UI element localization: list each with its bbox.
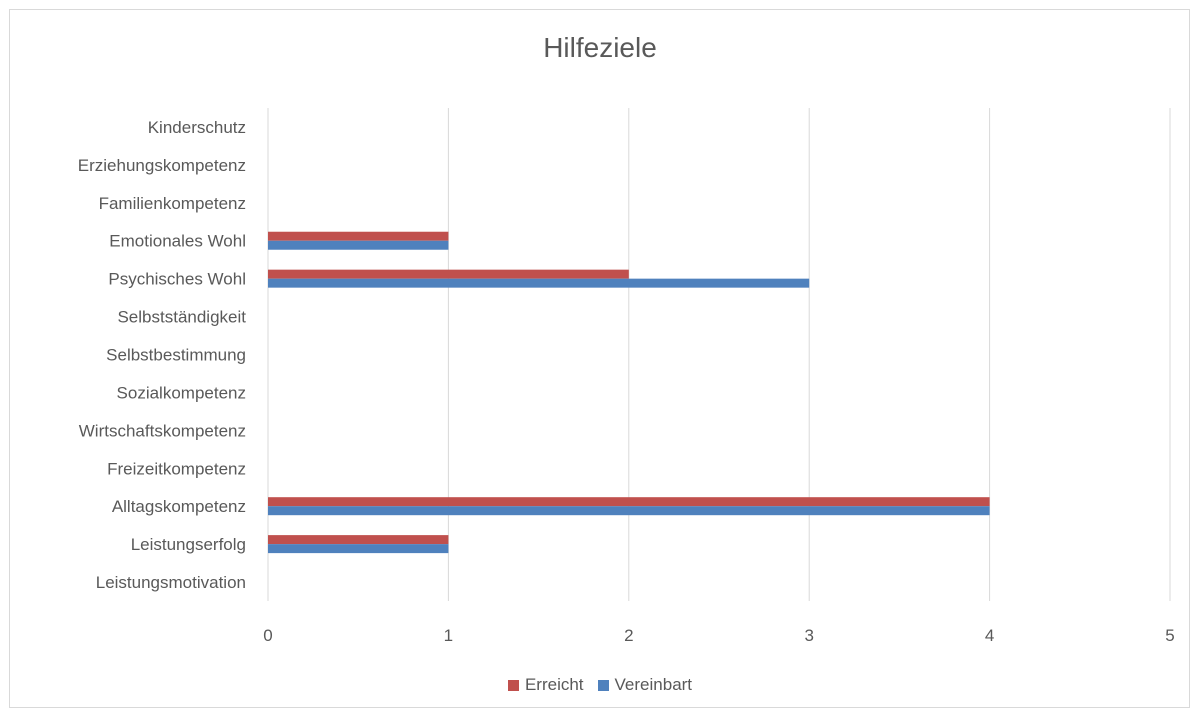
category-label: Erziehungskompetenz — [78, 156, 246, 175]
bar-vereinbart — [268, 240, 449, 250]
category-label: Selbstständigkeit — [117, 308, 246, 327]
x-tick-label: 5 — [1165, 626, 1174, 645]
bar-vereinbart — [268, 544, 449, 554]
x-tick-label: 3 — [804, 626, 813, 645]
x-tick-label: 1 — [444, 626, 453, 645]
x-tick-label: 2 — [624, 626, 633, 645]
category-label: Alltagskompetenz — [112, 497, 246, 516]
category-label: Kinderschutz — [148, 118, 246, 137]
bar-erreicht — [268, 497, 990, 507]
legend-label-erreicht: Erreicht — [524, 675, 584, 694]
bar-vereinbart — [268, 506, 990, 516]
category-label: Freizeitkompetenz — [107, 459, 246, 478]
bar-erreicht — [268, 231, 449, 241]
category-label: Leistungserfolg — [131, 535, 246, 554]
category-label: Psychisches Wohl — [108, 270, 246, 289]
chart-legend: Erreicht Vereinbart — [0, 675, 1200, 695]
category-label: Selbstbestimmung — [106, 346, 246, 365]
bar-vereinbart — [268, 278, 810, 288]
bar-erreicht — [268, 269, 629, 279]
legend-swatch-vereinbart — [597, 679, 609, 691]
category-label: Wirtschaftskompetenz — [79, 421, 246, 440]
category-label: Emotionales Wohl — [109, 232, 246, 251]
legend-item-vereinbart: Vereinbart — [597, 675, 693, 695]
category-label: Leistungsmotivation — [96, 573, 246, 592]
legend-label-vereinbart: Vereinbart — [614, 675, 693, 694]
legend-item-erreicht: Erreicht — [507, 675, 584, 695]
x-tick-label: 4 — [985, 626, 994, 645]
chart-title: Hilfeziele — [543, 32, 657, 63]
legend-swatch-erreicht — [507, 679, 519, 691]
category-label: Sozialkompetenz — [117, 383, 246, 402]
category-label: Familienkompetenz — [99, 194, 246, 213]
x-tick-label: 0 — [263, 626, 272, 645]
chart-frame — [9, 9, 1190, 708]
bar-erreicht — [268, 535, 449, 545]
